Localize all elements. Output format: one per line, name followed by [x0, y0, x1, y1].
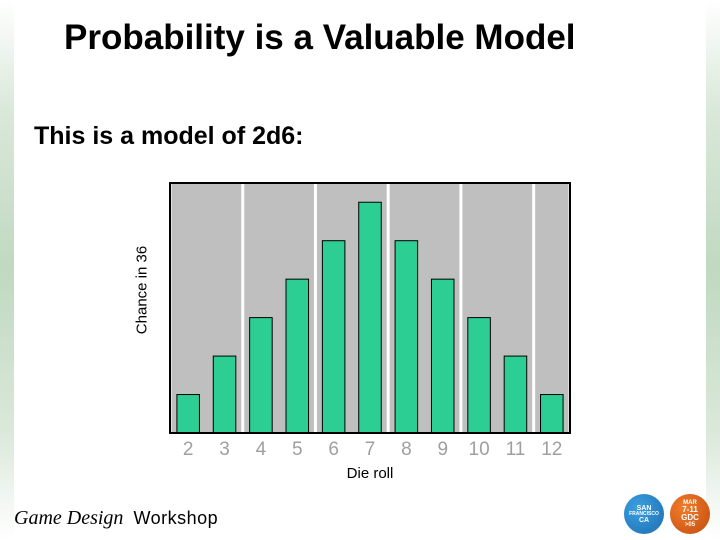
- svg-text:9: 9: [437, 439, 448, 460]
- slide-side-gradient-right: [706, 0, 720, 540]
- badge-sf-line3: CA: [639, 517, 649, 524]
- chart-x-axis-label: Die roll: [347, 465, 394, 482]
- slide: Probability is a Valuable Model This is …: [0, 0, 720, 540]
- svg-text:6: 6: [328, 439, 339, 460]
- slide-subtitle: This is a model of 2d6:: [34, 122, 304, 151]
- svg-text:4: 4: [256, 439, 267, 460]
- badge-gdc-line4: >05: [685, 522, 695, 528]
- svg-text:5: 5: [292, 439, 303, 460]
- footer-badges: SAN FRANCISCO CA MAR 7-11 GDC >05: [624, 494, 710, 534]
- footer-brand-italic: Game Design: [14, 507, 123, 530]
- chart: 2 3 4 5 6 7 8 9 10 11 12: [160, 178, 580, 461]
- slide-side-gradient-left: [0, 0, 14, 540]
- bar-chart-svg: 2 3 4 5 6 7 8 9 10 11 12: [160, 178, 580, 461]
- slide-title: Probability is a Valuable Model: [64, 18, 624, 58]
- svg-text:2: 2: [183, 439, 194, 460]
- svg-text:11: 11: [506, 439, 526, 460]
- footer: Game Design Workshop: [0, 496, 720, 540]
- svg-text:8: 8: [401, 439, 412, 460]
- badge-gdc-line3: GDC: [681, 514, 699, 522]
- footer-brand-regular: Workshop: [133, 508, 218, 529]
- svg-text:10: 10: [469, 439, 490, 460]
- badge-san-francisco: SAN FRANCISCO CA: [624, 494, 664, 534]
- svg-text:7: 7: [365, 439, 376, 460]
- svg-text:12: 12: [541, 439, 562, 460]
- chart-y-axis-label: Chance in 36: [134, 246, 151, 334]
- svg-text:3: 3: [219, 439, 230, 460]
- badge-gdc: MAR 7-11 GDC >05: [670, 494, 710, 534]
